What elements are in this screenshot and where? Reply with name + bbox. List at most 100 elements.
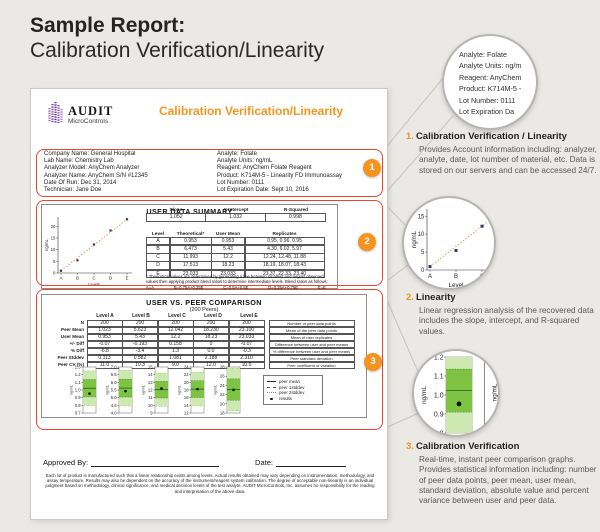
- table-row: Peer CV (%) 11.0 10.3 9.0 12.0 10.0 Peer coeff…: [45, 361, 355, 369]
- annotation-rect-2: [36, 200, 383, 286]
- svg-text:12: 12: [184, 410, 189, 415]
- svg-text:1.2: 1.2: [75, 372, 81, 377]
- svg-text:ng/mL: ng/mL: [178, 385, 182, 395]
- uvp-col-header: Level D: [204, 313, 222, 319]
- peer-2stddev-line-icon: [267, 392, 276, 394]
- note-1-body: Provides Account information including: …: [419, 145, 597, 175]
- reg-header: Y-Intercept: [223, 208, 249, 213]
- svg-text:B: B: [76, 276, 79, 281]
- note-2-body: Linear regression analysis of the recove…: [419, 306, 594, 336]
- peer-mean-line-icon: [267, 380, 276, 382]
- table-row: User Mean 0.953 5.43 12.2 18.23 23.033 Mean of…: [45, 333, 355, 341]
- svg-text:0.8: 0.8: [75, 403, 81, 408]
- note-2-title: Linearity: [415, 292, 456, 303]
- svg-text:26: 26: [220, 374, 225, 379]
- svg-text:22: 22: [220, 392, 225, 397]
- reg-value: 1.052: [147, 214, 207, 221]
- approved-signature-line: [91, 459, 220, 467]
- peer-comparison-charts: 1.3 1.2 1.1 1.0 0.9 0.8 0.7 ng/mL 7.0 6.5 6.0 5.5 5.…: [69, 364, 244, 421]
- magnified-info-text: Analyte: Folate Analyte Units: ng/m Reag…: [459, 50, 522, 117]
- uvp-table: Level A Level B Level C Level D Level E …: [45, 313, 355, 369]
- peer-bar-chart: 24 22 20 18 16 14 12 ng/mL: [177, 364, 208, 421]
- svg-text:ng/mL: ng/mL: [142, 385, 146, 395]
- uvp-col-header: Level E: [240, 313, 258, 319]
- annotation-rect-3: [36, 289, 383, 430]
- svg-text:0: 0: [421, 268, 425, 274]
- approval-row: Approved By: Date:: [43, 458, 373, 467]
- svg-text:1.1: 1.1: [434, 373, 444, 380]
- magnifier-circle-peer-graph: 1.2 1.1 1.0 0.9 0.8 ng/mL ng/mL: [412, 349, 500, 437]
- peer-bar-chart: 28 26 24 22 20 18 ng/mL: [213, 364, 244, 421]
- svg-text:10: 10: [418, 232, 425, 238]
- adjacent-chart-ylabel: ng/mL: [491, 383, 499, 402]
- table-row: E 23.033 23.033 23.37, 22.33, 23.40: [146, 269, 326, 279]
- table-row: N 200 200 200 200 200 Number of peer data poin…: [45, 319, 355, 327]
- note-2-number: 2.: [406, 292, 414, 303]
- svg-text:20: 20: [51, 224, 56, 229]
- uvp-title: USER VS. PEER COMPARISON: [146, 298, 262, 307]
- info-line: Lab Name: Chemistry Lab: [44, 158, 114, 165]
- svg-text:9: 9: [150, 410, 153, 415]
- note-3-number: 3.: [406, 441, 414, 452]
- svg-text:5: 5: [421, 250, 425, 256]
- svg-text:1.2: 1.2: [434, 354, 444, 361]
- uvp-col-header: Level A: [96, 313, 114, 319]
- svg-text:1.3: 1.3: [75, 364, 81, 369]
- svg-text:7.0: 7.0: [111, 364, 117, 369]
- svg-text:5: 5: [53, 259, 56, 264]
- svg-text:13: 13: [148, 380, 153, 385]
- svg-text:28: 28: [220, 364, 225, 369]
- svg-text:11: 11: [148, 395, 153, 400]
- page-title-subtitle: Calibration Verification/Linearity: [30, 39, 325, 62]
- peer-1stddev-line-icon: [267, 386, 276, 388]
- reg-value: 1.032: [206, 214, 266, 221]
- svg-text:24: 24: [184, 364, 189, 369]
- adjacent-chart-edge: [484, 355, 485, 435]
- svg-text:4.0: 4.0: [111, 410, 117, 415]
- table-row: % Diff -6.8 -3.4 1.3 0.0 -0.3% difference bet…: [45, 347, 355, 355]
- svg-text:22: 22: [184, 372, 189, 377]
- levels-header: Theoretical*: [176, 232, 205, 237]
- uvp-subtitle: (200 Peers): [189, 307, 219, 313]
- reg-header: R-Squared: [283, 208, 309, 213]
- report-title: Calibration Verification/Linearity: [158, 104, 344, 118]
- svg-text:0.8: 0.8: [434, 430, 444, 437]
- svg-text:ng/mL: ng/mL: [421, 386, 428, 404]
- svg-text:4.5: 4.5: [111, 403, 117, 408]
- reg-header: Slope: [169, 208, 183, 213]
- peer-bar-chart: 7.0 6.5 6.0 5.5 5.0 4.5 4.0 ng/mL: [105, 364, 136, 421]
- chart-legend: peer mean peer 1stddev peer 2stddev resu…: [263, 375, 323, 406]
- svg-text:18: 18: [184, 387, 189, 392]
- levels-header: Level: [151, 232, 165, 237]
- report-disclaimer: Each lot of product is manufactured such…: [45, 473, 375, 494]
- note-1-number: 1.: [406, 131, 414, 142]
- svg-text:18: 18: [220, 410, 225, 415]
- svg-text:ng/mL: ng/mL: [70, 385, 74, 395]
- reg-value: 0.998: [288, 214, 302, 220]
- annotation-badge-1: 1: [363, 159, 381, 177]
- svg-text:15: 15: [418, 214, 425, 220]
- blend-ratios: A=A B=0.75A+0.25E C=0.5A+0.5E D=0.25A+0.…: [146, 285, 326, 290]
- svg-text:0: 0: [53, 271, 56, 276]
- peer-bar-chart: 1.3 1.2 1.1 1.0 0.9 0.8 0.7 ng/mL: [69, 364, 100, 421]
- svg-text:B: B: [454, 274, 458, 280]
- svg-text:ng/mL: ng/mL: [411, 230, 418, 248]
- info-left-column: Company Name: General Hospital Lab Name:…: [44, 151, 148, 194]
- uds-title: USER DATA SUMMARY: [146, 207, 233, 216]
- info-line: Analyte: Folate: [217, 151, 258, 157]
- regression-table: Slope Y-Intercept R-Squared 1.052 1.032 …: [146, 208, 326, 222]
- svg-text:ng/mL: ng/mL: [44, 239, 49, 251]
- svg-text:10: 10: [148, 403, 153, 408]
- logo-subtitle: MicroControls: [68, 118, 109, 125]
- svg-text:6.5: 6.5: [111, 372, 117, 377]
- leader-line: [382, 411, 422, 430]
- zoomed-peer-bar-chart: 1.2 1.1 1.0 0.9 0.8 ng/mL: [420, 353, 480, 437]
- note-3: 3. Calibration Verification Real-time, in…: [406, 441, 596, 506]
- svg-text:0.7: 0.7: [75, 410, 81, 415]
- svg-text:10: 10: [51, 247, 56, 252]
- svg-text:16: 16: [184, 395, 189, 400]
- svg-text:1.0: 1.0: [434, 392, 444, 399]
